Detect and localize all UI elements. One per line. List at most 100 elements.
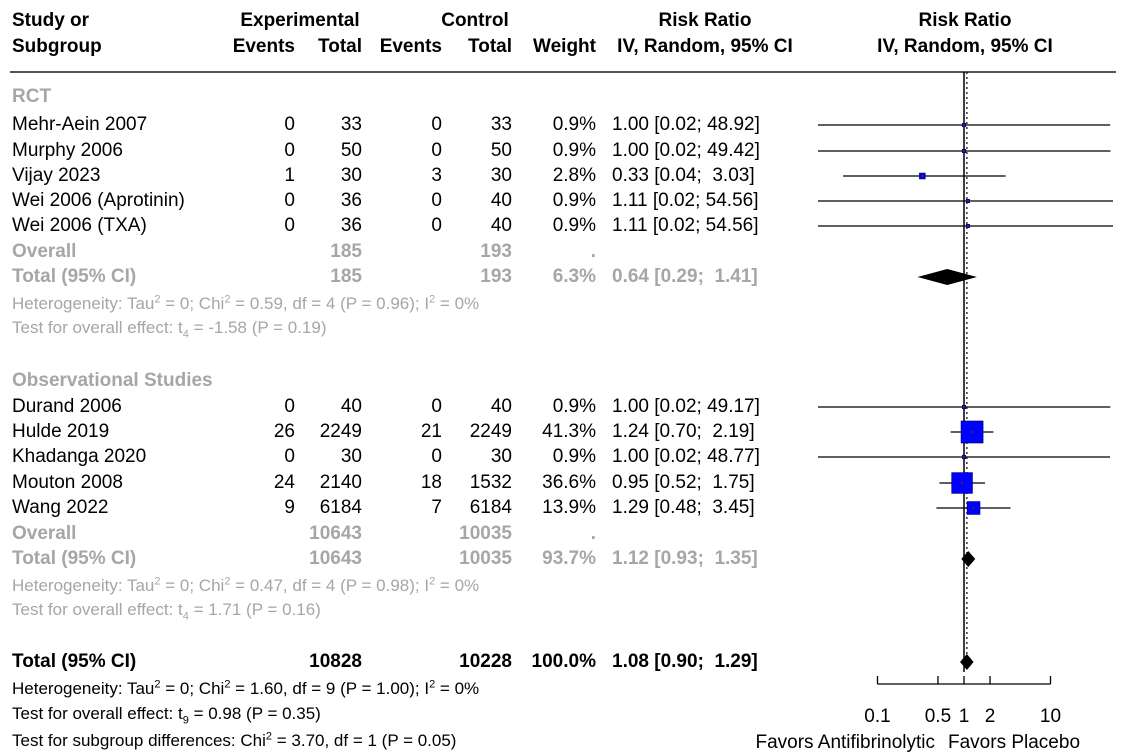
header-study-line1: Study or: [12, 10, 90, 31]
heterogeneity-text-part: = 1.60, df = 9 (P = 1.00); I: [230, 679, 430, 698]
study-point: [972, 506, 975, 510]
overall-ctl-total: 193: [480, 241, 512, 262]
subgroup-total-label: Total (95% CI): [12, 266, 137, 287]
overall-effect-text-part: Test for overall effect: t: [12, 318, 183, 337]
study-weight: 0.9%: [552, 140, 596, 161]
heterogeneity-text-part: Heterogeneity: Tau: [12, 294, 155, 313]
study-point: [970, 430, 974, 434]
study-c-events: 0: [431, 215, 442, 236]
study-e-events: 26: [273, 421, 295, 442]
study-point: [966, 199, 970, 203]
overall-effect-text-part: = 1.71 (P = 0.16): [188, 600, 321, 619]
superscript-2: 2: [224, 293, 231, 306]
study-point: [966, 224, 970, 228]
study-c-events: 21: [420, 421, 442, 442]
study-e-events: 24: [273, 472, 295, 493]
study-weight: 0.9%: [552, 190, 596, 211]
study-ci: 0.95 [0.52; 1.75]: [612, 472, 755, 493]
study-c-events: 0: [431, 396, 442, 417]
study-weight: 0.9%: [552, 215, 596, 236]
study-c-total: 50: [490, 140, 512, 161]
study-ci: 1.00 [0.02; 48.77]: [612, 446, 760, 467]
study-e-total: 30: [340, 165, 362, 186]
overall-exp-total: 185: [330, 241, 362, 262]
subgroup-total-ci: 0.64 [0.29; 1.41]: [612, 266, 758, 287]
study-study: Hulde 2019: [12, 421, 110, 442]
study-e-total: 30: [340, 446, 362, 467]
study-e-events: 0: [284, 114, 295, 135]
subgroup-title: RCT: [12, 86, 52, 107]
overall-effect-text-part: Test for overall effect: t: [12, 704, 183, 723]
study-study: Khadanga 2020: [12, 446, 147, 467]
heterogeneity-text-part: Heterogeneity: Tau: [12, 679, 155, 698]
study-e-total: 36: [340, 190, 362, 211]
subscript-df: 4: [182, 610, 189, 623]
study-e-total: 2249: [319, 421, 362, 442]
header-exp-total: Total: [318, 36, 362, 57]
study-study: Wei 2006 (TXA): [12, 215, 147, 236]
header-weight: Weight: [533, 36, 596, 57]
study-e-events: 9: [284, 497, 295, 518]
subscript-df: 4: [182, 328, 189, 341]
study-c-events: 3: [431, 165, 442, 186]
header-exp-events: Events: [232, 36, 295, 57]
x-tick-label: 2: [985, 706, 996, 727]
study-e-total: 36: [340, 215, 362, 236]
study-c-events: 0: [431, 140, 442, 161]
superscript-2: 2: [154, 293, 161, 306]
subgroup-heterogeneity: Heterogeneity: Tau2 = 0; Chi2 = 0.59, df…: [12, 293, 479, 315]
subgroup-total-ci: 1.12 [0.93; 1.35]: [612, 548, 758, 569]
study-c-total: 40: [490, 396, 512, 417]
header-rule: [10, 71, 1116, 73]
subgroup-total-exp: 10643: [309, 548, 362, 569]
heterogeneity-text-part: = 0; Chi: [160, 576, 225, 595]
study-e-total: 2140: [319, 472, 362, 493]
study-weight: 13.9%: [542, 497, 596, 518]
superscript-2: 2: [429, 678, 436, 691]
superscript-2: 2: [429, 575, 436, 588]
grand-heterogeneity: Heterogeneity: Tau2 = 0; Chi2 = 1.60, df…: [12, 678, 479, 700]
subgroup-overall-effect: Test for overall effect: t4 = -1.58 (P =…: [12, 317, 327, 341]
overall-effect-text-part: = 0.98 (P = 0.35): [188, 704, 321, 723]
header-ctl-total: Total: [468, 36, 512, 57]
superscript-2: 2: [429, 293, 436, 306]
overall-exp-total: 10643: [309, 523, 362, 544]
pooled-diamond: [917, 269, 977, 285]
subgroup-title: Observational Studies: [12, 370, 213, 391]
study-c-total: 33: [490, 114, 512, 135]
study-weight: 0.9%: [552, 396, 596, 417]
study-study: Mouton 2008: [12, 472, 123, 493]
header-plot-line1: Risk Ratio: [918, 10, 1012, 31]
heterogeneity-text-part: = 0; Chi: [160, 679, 225, 698]
subgroup-total-ctl: 10035: [459, 548, 512, 569]
superscript-2: 2: [265, 730, 273, 743]
grand-total-weight: 100.0%: [531, 651, 596, 672]
study-weight: 0.9%: [552, 446, 596, 467]
study-study: Durand 2006: [12, 396, 122, 417]
heterogeneity-text-part: = 0; Chi: [160, 294, 225, 313]
favors-right-label: Favors Placebo: [948, 732, 1080, 753]
study-ci: 1.24 [0.70; 2.19]: [612, 421, 755, 442]
superscript-2: 2: [224, 678, 231, 691]
subgroup-total-ctl: 193: [480, 266, 512, 287]
study-e-total: 33: [340, 114, 362, 135]
study-ci: 1.00 [0.02; 48.92]: [612, 114, 760, 135]
study-weight: 41.3%: [542, 421, 596, 442]
overall-weight-dot: .: [590, 523, 596, 544]
study-ci: 1.29 [0.48; 3.45]: [612, 497, 755, 518]
grand-overall-effect: Test for overall effect: t9 = 0.98 (P = …: [12, 703, 321, 726]
study-point: [962, 123, 966, 127]
study-c-events: 18: [420, 472, 442, 493]
grand-total-ctl: 10228: [459, 651, 512, 672]
study-c-total: 1532: [469, 472, 512, 493]
subgroup-heterogeneity: Heterogeneity: Tau2 = 0; Chi2 = 0.47, df…: [12, 575, 479, 597]
study-c-events: 0: [431, 446, 442, 467]
study-c-total: 6184: [469, 497, 512, 518]
study-c-total: 40: [490, 190, 512, 211]
overall-label: Overall: [12, 241, 77, 262]
heterogeneity-text-part: = 0%: [435, 294, 480, 313]
study-c-total: 2249: [469, 421, 512, 442]
study-ci: 1.00 [0.02; 49.17]: [612, 396, 760, 417]
